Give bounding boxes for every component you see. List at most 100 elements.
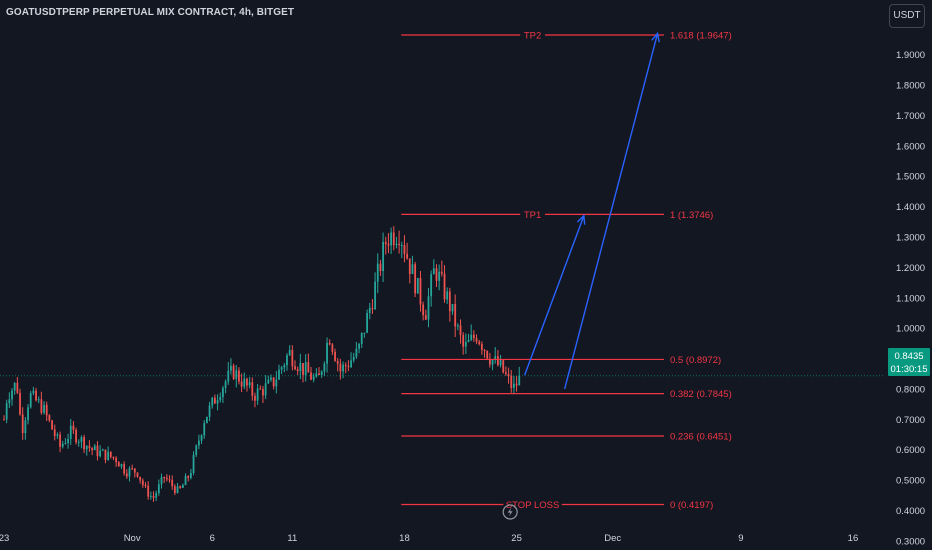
- candle-body: [83, 437, 85, 450]
- candle-body: [48, 415, 51, 421]
- candle-body: [147, 485, 150, 497]
- candle-body: [80, 437, 83, 442]
- candle-body: [478, 341, 481, 345]
- x-axis-tick-label: 18: [399, 533, 410, 544]
- candle-body: [307, 362, 310, 373]
- candle-body: [430, 274, 433, 297]
- fib-tag-tp1: TP1: [524, 210, 541, 221]
- y-axis-tick-label: 1.6000: [896, 141, 925, 152]
- candle-body: [24, 420, 27, 434]
- candle-body: [360, 333, 363, 344]
- candle-body: [291, 350, 294, 367]
- fib-tag-background: [520, 29, 546, 42]
- candle-body: [270, 377, 272, 380]
- candle-body: [505, 372, 507, 375]
- candle-body: [16, 382, 19, 393]
- projection-arrowhead: [576, 214, 586, 225]
- candle-body: [486, 350, 489, 359]
- candle-body: [243, 378, 246, 387]
- candle-body: [104, 449, 107, 460]
- candle-body: [32, 390, 35, 394]
- fib-level-label: 0.236 (0.6451): [670, 432, 732, 443]
- candle-body: [235, 370, 238, 379]
- candle-body: [395, 243, 398, 246]
- candle-body: [328, 342, 331, 345]
- x-axis-tick-label: Nov: [124, 533, 141, 544]
- candle-body: [280, 367, 283, 370]
- candle-body: [141, 480, 144, 485]
- candle-body: [288, 350, 291, 356]
- candle-body: [398, 243, 401, 246]
- candle-body: [432, 268, 435, 275]
- candle-body: [342, 364, 344, 372]
- candle-body: [88, 445, 91, 448]
- candle-body: [427, 296, 430, 320]
- candle-body: [11, 390, 13, 400]
- candle-body: [387, 243, 390, 246]
- candle-body: [144, 484, 147, 486]
- candle-body: [99, 450, 102, 457]
- candle-body: [323, 363, 326, 372]
- candle-body: [318, 373, 320, 376]
- candle-body: [496, 356, 499, 366]
- candle-body: [157, 484, 160, 494]
- y-axis-tick-label: 1.8000: [896, 81, 925, 92]
- candle-body: [286, 355, 288, 366]
- candle-body: [472, 334, 475, 339]
- candle-body: [131, 468, 134, 470]
- fib-level-label: 0.5 (0.8972): [670, 355, 721, 366]
- candle-body: [13, 382, 16, 391]
- candle-body: [275, 379, 278, 387]
- candle-body: [366, 313, 368, 333]
- candle-body: [352, 356, 355, 361]
- candle-body: [440, 271, 443, 274]
- candle-body: [371, 307, 374, 310]
- candle-body: [112, 456, 115, 458]
- candle-body: [101, 449, 104, 451]
- candle-body: [208, 405, 211, 417]
- currency-button[interactable]: USDT: [889, 4, 925, 28]
- candle-body: [200, 435, 203, 441]
- candle-body: [358, 343, 360, 349]
- candle-body: [109, 451, 112, 457]
- candle-body: [219, 396, 222, 401]
- candle-body: [72, 425, 75, 430]
- candle-body: [230, 365, 232, 371]
- candle-body: [149, 495, 152, 497]
- candle-body: [224, 381, 227, 388]
- y-axis-tick-label: 0.8000: [896, 384, 925, 395]
- candle-body: [435, 268, 438, 281]
- countdown-label: 01:30:15: [890, 364, 928, 375]
- candle-body: [67, 438, 69, 443]
- candle-body: [448, 291, 451, 312]
- lightning-icon[interactable]: [502, 504, 518, 520]
- candle-body: [19, 392, 21, 415]
- candle-body: [326, 342, 328, 364]
- candle-body: [173, 486, 176, 493]
- candle-body: [320, 371, 323, 376]
- candle-body: [315, 373, 318, 377]
- candle-body: [77, 441, 80, 443]
- candle-body: [37, 399, 40, 401]
- candle-body: [5, 403, 8, 420]
- candle-body: [163, 476, 166, 478]
- last-price-label: 0.8435: [894, 351, 924, 362]
- candle-body: [176, 486, 179, 493]
- fib-level-label: 1 (1.3746): [670, 210, 713, 221]
- candle-body: [246, 378, 248, 386]
- candle-body: [206, 416, 208, 424]
- candle-body: [115, 457, 118, 463]
- candle-body: [382, 241, 384, 272]
- x-axis-tick-label: 9: [738, 533, 743, 544]
- candle-body: [21, 414, 24, 434]
- candle-body: [61, 443, 64, 447]
- candle-body: [302, 362, 304, 375]
- y-axis-tick-label: 1.0000: [896, 324, 925, 335]
- candle-body: [189, 473, 192, 478]
- candle-body: [240, 381, 243, 387]
- candle-body: [518, 375, 521, 386]
- candle-body: [379, 263, 382, 272]
- candle-body: [278, 369, 280, 380]
- candle-body: [267, 379, 270, 384]
